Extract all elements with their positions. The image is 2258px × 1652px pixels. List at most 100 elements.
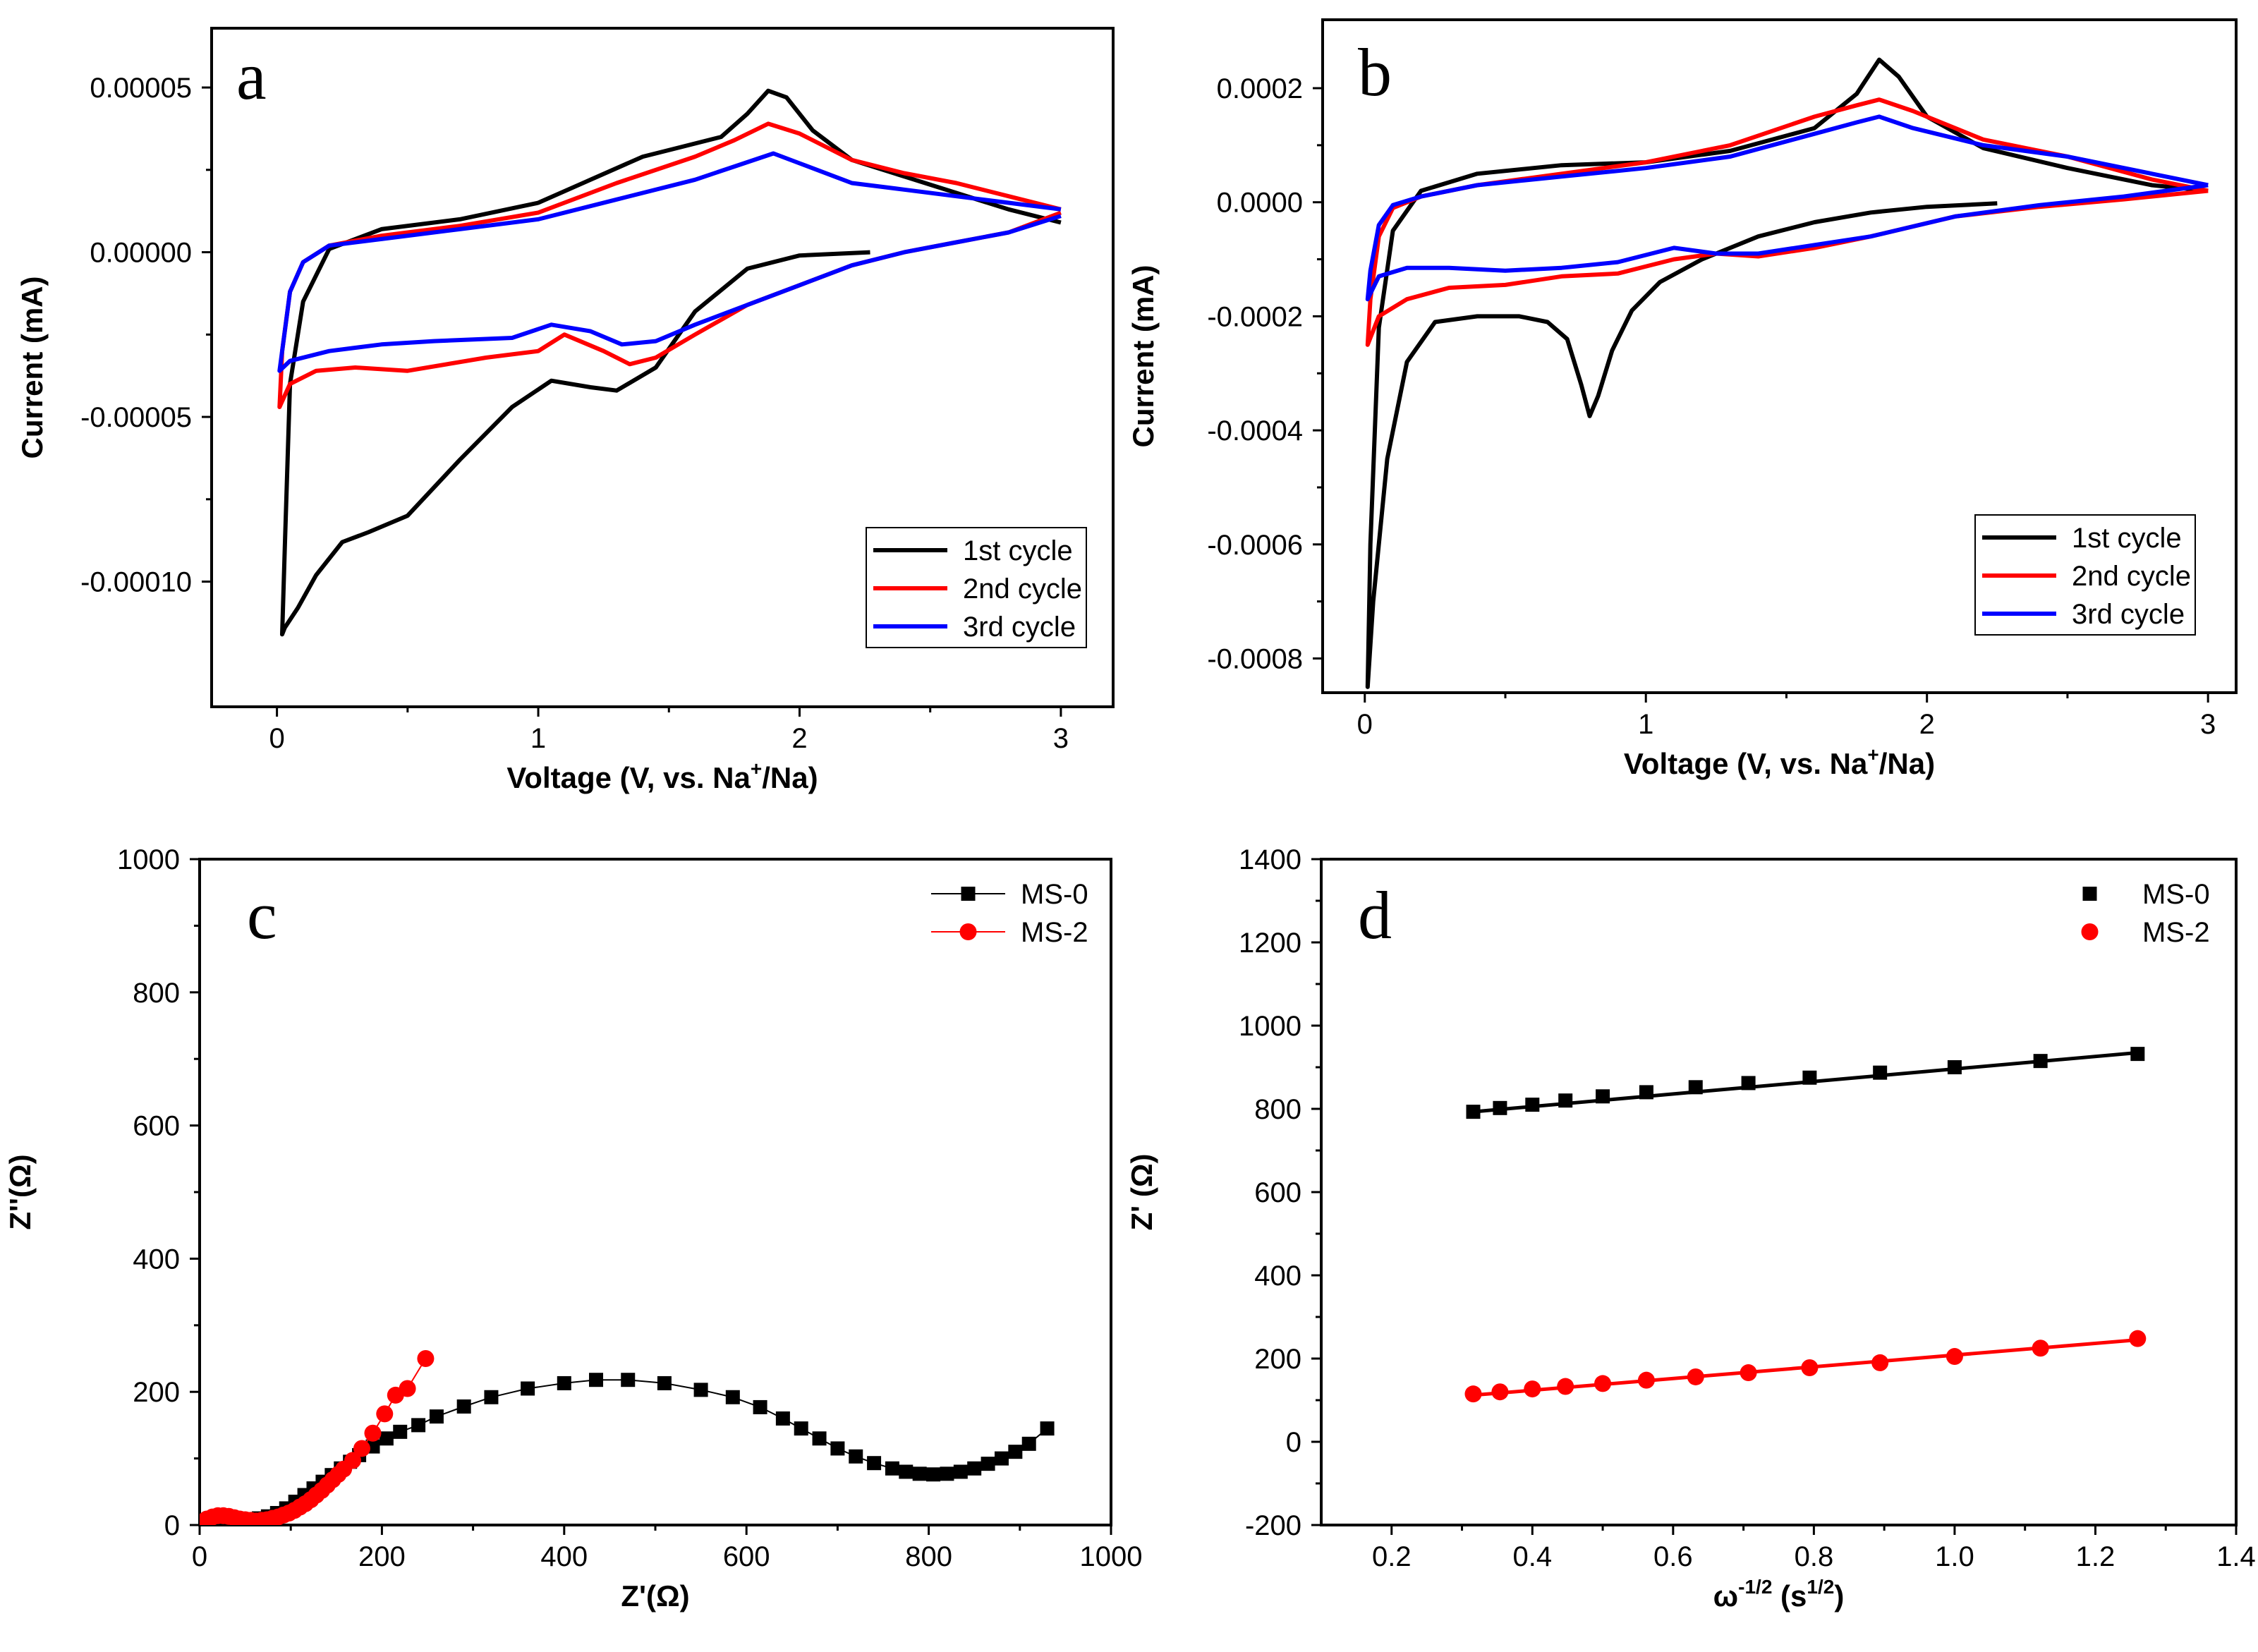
data-point (1021, 1436, 1036, 1451)
data-point (456, 1399, 471, 1414)
data-area (277, 88, 1062, 637)
panel-a: 0 1 2 3 0.00005 0.00000 -0.00005 -0.00010 Voltag… (16, 27, 1115, 794)
legend: MS-0 MS-2 (931, 879, 1088, 948)
data-point (1008, 1445, 1023, 1459)
x-axis-label-tail2: ) (1834, 1579, 1844, 1612)
data-point (867, 1456, 882, 1471)
y-tick-label: 400 (133, 1244, 180, 1275)
data-point (1873, 1065, 1888, 1080)
y-tick-label: 0 (164, 1510, 180, 1541)
data-point (1871, 1354, 1889, 1371)
series-3rd-cycle (1365, 114, 2209, 302)
y-axis-label: Z' (Ω) (1125, 1154, 1158, 1231)
x-tick-label: 200 (358, 1541, 406, 1572)
x-axis-label-sup2: 1/2 (1807, 1576, 1834, 1598)
data-point (753, 1399, 767, 1414)
data-point (794, 1421, 808, 1436)
series-3rd-cycle (277, 151, 1062, 373)
x-tick-label: 0.4 (1513, 1541, 1553, 1572)
data-point (1740, 1364, 1757, 1382)
x-tick-label: 1.4 (2216, 1541, 2256, 1572)
y-tick-label: 0 (1286, 1427, 1301, 1458)
x-axis-label-main: Voltage (V, vs. Na (1624, 747, 1868, 780)
legend-label: MS-0 (2142, 879, 2210, 910)
panel-letter: d (1358, 877, 1392, 953)
x-axis-label-sup: + (751, 758, 762, 779)
y-tick-label: -0.0002 (1207, 301, 1303, 332)
legend-label: MS-0 (1021, 879, 1088, 910)
x-axis-label-tail: /Na) (1879, 747, 1935, 780)
data-point (1557, 1378, 1574, 1395)
plot-frame (1321, 18, 2238, 694)
data-point (589, 1373, 604, 1387)
legend-label: 3rd cycle (2072, 599, 2185, 630)
x-axis-label-tail: /Na) (762, 761, 818, 794)
plot-frame (210, 27, 1115, 708)
data-point (926, 1467, 941, 1482)
legend-label: 2nd cycle (963, 573, 1082, 605)
y-tick-label: 800 (133, 978, 180, 1009)
legend-label: 3rd cycle (963, 612, 1076, 643)
x-axis-label-sup: + (1867, 743, 1878, 765)
x-axis-label: ω-1/2 (s1/2) (1713, 1576, 1845, 1612)
x-tick-label: 1.2 (2076, 1541, 2116, 1572)
y-axis-label: Current (mA) (1127, 265, 1160, 448)
data-point (364, 1424, 382, 1442)
legend-label: MS-2 (2142, 917, 2210, 948)
panel-letter: a (236, 38, 267, 114)
data-point (1464, 1385, 1482, 1403)
series-ms-2 (1464, 1330, 2147, 1403)
y-tick-label: -0.0006 (1207, 530, 1303, 561)
data-point (953, 1464, 968, 1479)
x-tick-label: 0.8 (1795, 1541, 1834, 1572)
series-1st-cycle (1365, 57, 2209, 689)
series-2nd-cycle (1365, 97, 2209, 347)
series-ms-0 (1466, 1047, 2145, 1119)
data-point (1687, 1368, 1704, 1385)
y-tick-label: -0.0008 (1207, 643, 1303, 674)
x-tick-label: 0.6 (1653, 1541, 1693, 1572)
data-point (1525, 1098, 1540, 1112)
panel-letter: b (1358, 35, 1392, 110)
data-point (1688, 1080, 1703, 1095)
data-point (411, 1418, 426, 1433)
data-point (1946, 1348, 1963, 1366)
data-point (912, 1466, 927, 1481)
data-point (657, 1375, 672, 1390)
data-point (830, 1441, 845, 1456)
data-point (967, 1461, 982, 1476)
data-point (1040, 1421, 1055, 1436)
data-point (1801, 1359, 1819, 1376)
data-point (1491, 1383, 1509, 1401)
series-line (1365, 97, 2209, 347)
x-tick-label: 2 (1919, 709, 1935, 740)
data-point (1466, 1105, 1481, 1119)
y-tick-label: 0.0000 (1217, 188, 1303, 219)
x-axis-label: Voltage (V, vs. Na+/Na) (1624, 743, 1935, 780)
data-point (2033, 1054, 2048, 1069)
panel-d: 0.2 0.4 0.6 0.8 1.0 1.2 1.4 -200 0 200 400 600 800 10… (1125, 844, 2256, 1612)
y-tick-label: 1000 (117, 844, 180, 875)
y-tick-label: 200 (1254, 1344, 1301, 1375)
data-area (200, 1350, 1055, 1525)
x-tick-label: 600 (723, 1541, 770, 1572)
x-tick-label: 3 (2200, 709, 2216, 740)
data-point (1558, 1093, 1573, 1108)
data-point (725, 1390, 740, 1404)
data-point (940, 1466, 954, 1481)
data-point (994, 1451, 1009, 1466)
legend: 1st cycle 2nd cycle 3rd cycle (866, 527, 1087, 648)
data-point (399, 1380, 416, 1397)
y-tick-label: 0.0002 (1217, 73, 1303, 104)
data-area (1365, 57, 2209, 689)
x-axis-label-tail: (s (1772, 1579, 1807, 1612)
series-ms-2 (200, 1350, 435, 1525)
x-tick-label: 1 (530, 723, 546, 754)
data-point (484, 1390, 499, 1404)
data-point (1637, 1371, 1655, 1389)
data-point (557, 1375, 571, 1390)
x-axis-label-main: ω (1713, 1579, 1738, 1612)
data-point (353, 1440, 370, 1457)
y-tick-label: 1000 (1239, 1011, 1301, 1042)
